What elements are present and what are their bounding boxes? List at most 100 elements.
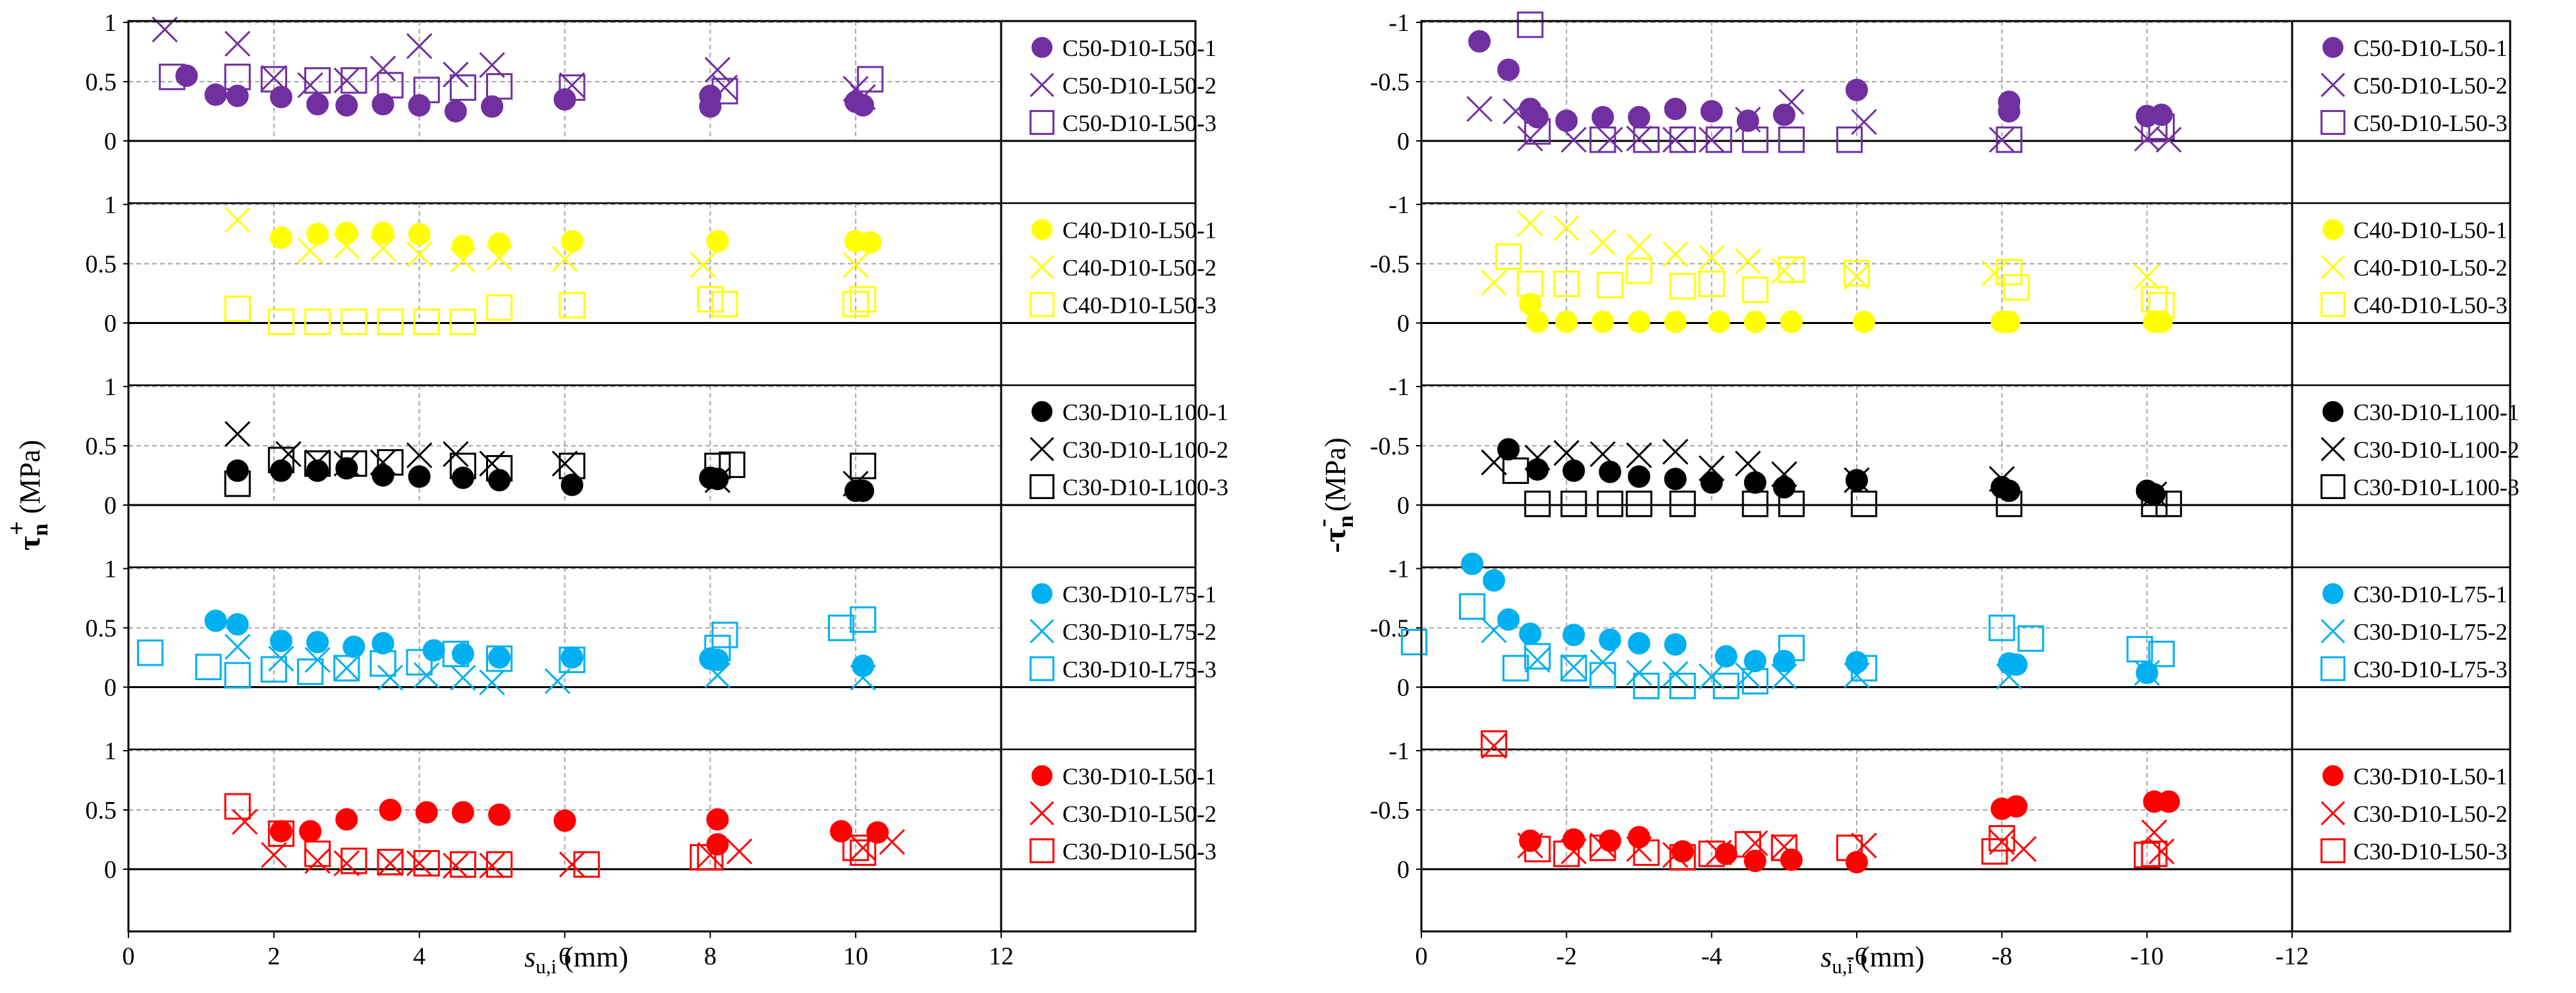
data-point bbox=[2005, 795, 2028, 818]
data-point bbox=[1735, 450, 1761, 477]
data-point bbox=[1846, 78, 1868, 101]
data-point bbox=[333, 655, 360, 682]
data-point bbox=[486, 294, 513, 321]
data-point bbox=[175, 65, 198, 87]
data-point bbox=[1771, 257, 1797, 284]
data-point bbox=[269, 86, 292, 109]
x-tick-label: 8 bbox=[704, 943, 717, 971]
data-point bbox=[371, 221, 395, 244]
data-point bbox=[377, 72, 404, 99]
x-tick-label: 6 bbox=[559, 943, 571, 971]
data-point bbox=[1850, 491, 1878, 518]
panel-4: 00.51C30-D10-L75-1C30-D10-L75-2C30-D10-L… bbox=[86, 556, 1217, 702]
y-tick-label: 0 bbox=[104, 492, 117, 520]
data-point bbox=[1741, 668, 1768, 695]
data-point bbox=[1481, 617, 1507, 643]
panel-3: 0-0.5-1C30-D10-L100-1C30-D10-L100-2C30-D… bbox=[1370, 373, 2519, 520]
data-point bbox=[2141, 840, 2168, 867]
series-C30-D10-L50-3 bbox=[224, 793, 877, 878]
data-point bbox=[1741, 277, 1768, 304]
x-tick-label: -2 bbox=[1556, 943, 1577, 971]
legend-label: C50-D10-L50-1 bbox=[2353, 35, 2507, 61]
series-C50-D10-L50-3 bbox=[159, 63, 884, 105]
data-point bbox=[1553, 840, 1580, 867]
data-point bbox=[842, 252, 869, 278]
y-tick-label: 0 bbox=[1397, 310, 1410, 338]
data-point bbox=[1662, 126, 1689, 153]
data-point bbox=[377, 449, 404, 476]
data-point bbox=[852, 655, 875, 678]
legend-label: C30-D10-L50-3 bbox=[1062, 838, 1217, 865]
data-point bbox=[1771, 461, 1797, 487]
data-point bbox=[704, 467, 731, 493]
data-point bbox=[1628, 106, 1651, 128]
data-point bbox=[1662, 439, 1689, 465]
data-point bbox=[224, 63, 251, 90]
data-point bbox=[827, 614, 855, 641]
data-point bbox=[341, 450, 368, 477]
series-C30-D10-L75-1 bbox=[1461, 552, 2158, 684]
legend: C40-D10-L50-1 C40-D10-L50-2 C40-D10-L50-3 bbox=[1029, 217, 1217, 319]
data-point bbox=[1988, 614, 2015, 641]
y-tick-label: -1 bbox=[1388, 556, 1410, 583]
x-tick-label: 2 bbox=[267, 943, 280, 971]
data-point bbox=[1524, 118, 1551, 145]
data-point bbox=[224, 207, 251, 233]
data-point bbox=[1772, 476, 1795, 498]
data-point bbox=[1669, 126, 1696, 153]
data-point bbox=[335, 221, 358, 244]
right-x-axis-label: su,i (mm) bbox=[1821, 941, 1925, 978]
legend-marker bbox=[2320, 110, 2345, 135]
legend-marker bbox=[1031, 37, 1053, 58]
data-point bbox=[1735, 248, 1761, 275]
data-point bbox=[306, 631, 329, 654]
legend: C30-D10-L50-1 C30-D10-L50-2 C30-D10-L50-3 bbox=[2320, 763, 2507, 865]
data-point bbox=[1770, 834, 1797, 861]
y-tick-label: 0 bbox=[1397, 674, 1410, 702]
data-point bbox=[443, 852, 469, 879]
data-point bbox=[1662, 241, 1689, 267]
data-point bbox=[1468, 30, 1491, 53]
data-point bbox=[1495, 243, 1522, 270]
data-point bbox=[2148, 641, 2175, 668]
data-point bbox=[333, 655, 360, 682]
legend-label: C40-D10-L50-1 bbox=[2353, 217, 2507, 244]
data-point bbox=[1844, 467, 1870, 493]
data-point bbox=[1560, 838, 1587, 865]
data-point bbox=[224, 30, 251, 57]
data-point bbox=[479, 669, 505, 695]
data-point bbox=[1846, 851, 1868, 874]
data-point bbox=[268, 645, 294, 672]
data-point bbox=[1988, 825, 2015, 852]
data-point bbox=[297, 72, 323, 99]
data-point bbox=[1524, 836, 1551, 863]
data-point bbox=[408, 465, 431, 488]
y-tick-label: 0 bbox=[104, 310, 117, 338]
data-point bbox=[371, 93, 395, 116]
data-point bbox=[449, 851, 477, 878]
data-point bbox=[1778, 126, 1805, 153]
data-point bbox=[706, 230, 729, 253]
data-point bbox=[408, 94, 431, 117]
legend-label: C40-D10-L50-2 bbox=[2353, 255, 2507, 281]
data-point bbox=[1553, 215, 1579, 242]
x-tick-label: -12 bbox=[2276, 943, 2309, 971]
legend-label: C30-D10-L75-1 bbox=[2353, 581, 2507, 608]
legend-marker bbox=[2322, 765, 2343, 786]
data-point bbox=[267, 820, 294, 847]
data-point bbox=[1497, 438, 1520, 461]
y-tick-label: 1 bbox=[104, 192, 117, 219]
data-point bbox=[719, 451, 746, 478]
data-point bbox=[1851, 109, 1877, 135]
data-point bbox=[304, 450, 331, 477]
data-point bbox=[1560, 126, 1587, 153]
data-point bbox=[1996, 259, 2023, 286]
data-point bbox=[551, 450, 578, 477]
data-point bbox=[1597, 126, 1624, 153]
left-x-axis-label: su,i (mm) bbox=[524, 941, 628, 978]
data-point bbox=[1843, 259, 1871, 286]
data-point bbox=[857, 66, 884, 93]
data-point bbox=[1589, 662, 1616, 689]
data-point bbox=[842, 470, 869, 497]
data-point bbox=[1459, 593, 1486, 620]
